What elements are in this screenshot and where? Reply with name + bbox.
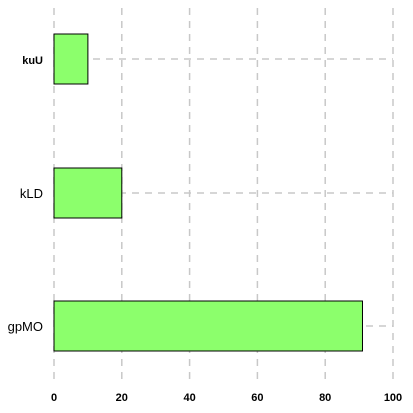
y-tick-label-gpMO: gpMO xyxy=(8,319,43,334)
bar-kuU xyxy=(53,33,89,85)
x-tick-label-80: 80 xyxy=(319,392,331,404)
x-axis-ticks: 0 20 40 60 80 100 xyxy=(51,392,402,404)
bars xyxy=(53,33,363,352)
bar-kLD xyxy=(53,167,123,219)
y-tick-label-kuU: kuU xyxy=(22,55,43,67)
x-tick-label-20: 20 xyxy=(116,392,128,404)
y-axis-ticks: kuU kLD gpMO xyxy=(8,55,43,334)
x-tick-label-100: 100 xyxy=(384,392,402,404)
bar-gpMO xyxy=(53,300,363,352)
y-tick-label-kLD: kLD xyxy=(20,186,43,201)
x-tick-label-60: 60 xyxy=(251,392,263,404)
x-tick-label-0: 0 xyxy=(51,392,57,404)
x-tick-label-40: 40 xyxy=(183,392,195,404)
